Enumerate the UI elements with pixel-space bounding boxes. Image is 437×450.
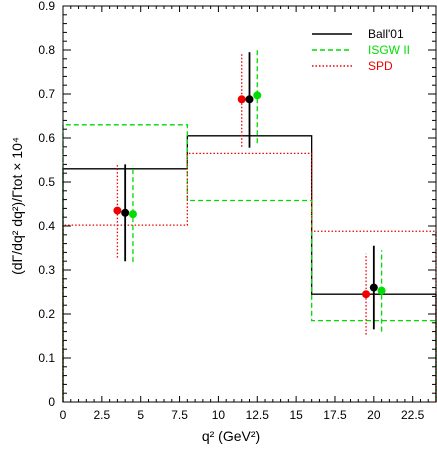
x-tick-label: 15 (289, 408, 303, 422)
legend-label-Ball'01: Ball'01 (368, 27, 404, 41)
point-Ball'01 (121, 208, 130, 217)
x-axis: 0 2.5 5 7.5 10 12.5 15 17.5 20 22.5 (60, 6, 437, 422)
legend-label-ISGW II: ISGW II (368, 43, 410, 57)
x-tick-label: 2.5 (94, 408, 111, 422)
y-tick-label: 0.4 (38, 219, 55, 233)
y-tick-label: 0.7 (38, 87, 55, 101)
histogram-SPD (62, 152, 437, 402)
point-SPD (113, 206, 122, 215)
x-tick-label: 12.5 (246, 408, 270, 422)
y-tick-label: 0.5 (38, 175, 55, 189)
point-SPD (237, 95, 246, 104)
y-tick-label: 0.9 (38, 0, 55, 13)
point-ISGW II (377, 286, 386, 295)
y-tick-label: 0.1 (38, 351, 55, 365)
histogram-ISGW II (62, 124, 437, 402)
point-Ball'01 (245, 95, 254, 104)
x-axis-title: q² (GeV²) (202, 428, 260, 444)
y-tick-label: 0 (48, 395, 55, 409)
point-ISGW II (128, 210, 137, 219)
y-tick-label: 0.6 (38, 131, 55, 145)
data-points (113, 91, 386, 299)
x-tick-label: 0 (60, 408, 67, 422)
x-tick-label: 22.5 (401, 408, 425, 422)
x-tick-label: 17.5 (323, 408, 347, 422)
y-tick-label: 0.8 (38, 43, 55, 57)
legend: Ball'01 ISGW II SPD (312, 27, 410, 73)
point-ISGW II (253, 91, 262, 100)
x-tick-label: 7.5 (171, 408, 188, 422)
x-tick-label: 5 (137, 408, 144, 422)
y-tick-label: 0.3 (38, 263, 55, 277)
x-tick-label: 20 (367, 408, 381, 422)
y-tick-label: 0.2 (38, 307, 55, 321)
y-axis-title: (dΓ/dq² dq²)/Γtot × 10⁴ (9, 137, 25, 275)
y-axis: 0 0.1 0.2 0.3 0.4 0.5 0.6 0.7 0.8 0.9 (38, 0, 436, 409)
legend-label-SPD: SPD (368, 59, 393, 73)
point-Ball'01 (369, 283, 378, 292)
point-SPD (362, 290, 371, 299)
x-tick-label: 10 (212, 408, 226, 422)
